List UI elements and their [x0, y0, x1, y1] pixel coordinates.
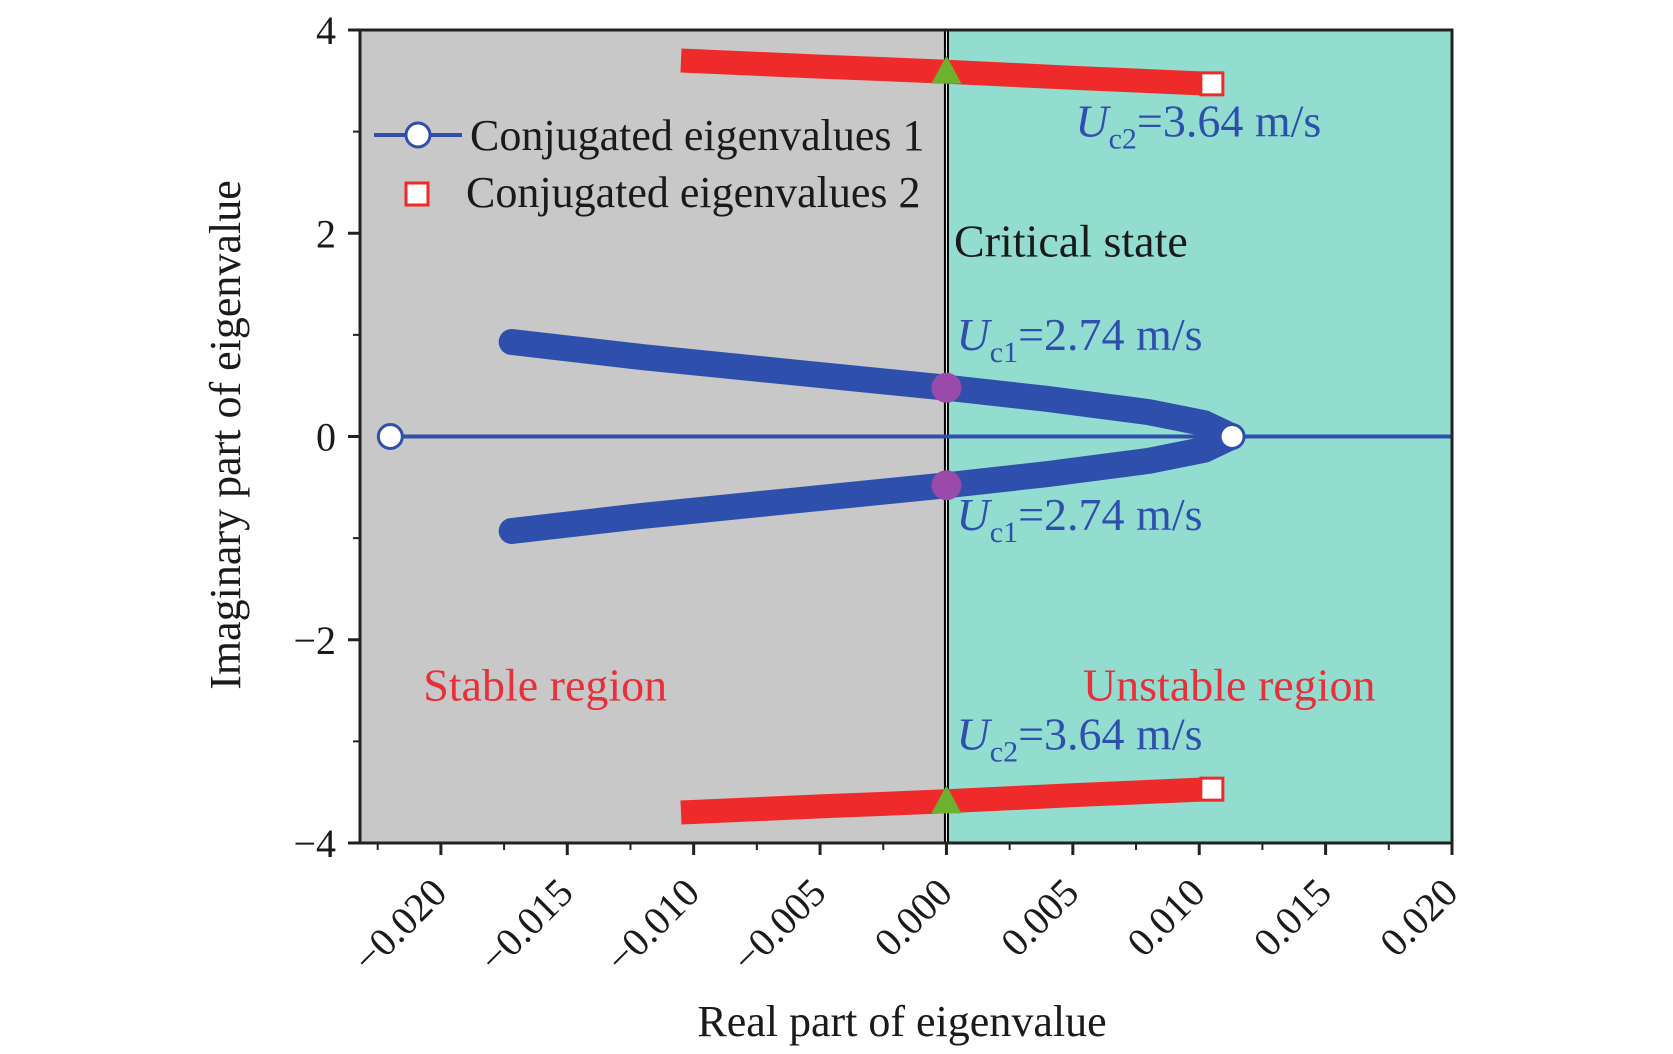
- series-2-marker-0: [1199, 71, 1225, 97]
- annotation-uc2-top-value: =3.64 m/s: [1137, 96, 1321, 147]
- series-1-marker-0: [376, 423, 404, 450]
- annotation-uc2-bottom-subscript: c2: [990, 736, 1018, 769]
- y-tick-label-4: 4: [316, 8, 336, 53]
- series-2-marker-1: [1199, 776, 1225, 802]
- series-1-branch-lower: [498, 423, 1246, 544]
- critical-point-triangle-1: [931, 785, 962, 814]
- annotation-uc2-top-subscript: c2: [1109, 123, 1137, 156]
- legend: Conjugated eigenvalues 1 Conjugated eige…: [374, 111, 925, 217]
- annotation-uc1-top: Uc1=2.74 m/s: [957, 309, 1203, 369]
- annotation-uc2-bottom: Uc2=3.64 m/s: [957, 709, 1203, 769]
- x-tick-label-5: 0.005: [992, 870, 1087, 965]
- annotation-uc1-bottom-symbol: U: [957, 489, 993, 540]
- critical-point-circle-2: [931, 372, 962, 403]
- legend-marker-series-1: [404, 121, 432, 149]
- critical-point-triangle-0: [931, 55, 962, 84]
- legend-label-series-1: Conjugated eigenvalues 1: [470, 111, 925, 160]
- y-tick-label-0: −4: [293, 821, 336, 866]
- annotation-uc2-top: Uc2=3.64 m/s: [1075, 96, 1321, 156]
- x-tick-label-6: 0.010: [1118, 870, 1213, 965]
- critical-layer: [931, 55, 962, 814]
- annotation-uc2-bottom-symbol: U: [957, 709, 993, 760]
- legend-marker-series-2: [404, 181, 430, 207]
- y-tick-label-2: 0: [316, 415, 336, 460]
- legend-label-series-2: Conjugated eigenvalues 2: [466, 168, 921, 217]
- annotation-uc2-top-symbol: U: [1075, 96, 1111, 147]
- x-tick-label-2: −0.010: [597, 870, 708, 981]
- x-tick-label-8: 0.020: [1371, 870, 1466, 965]
- annotation-stable-region: Stable region: [423, 660, 667, 711]
- y-tick-label-3: 2: [316, 211, 336, 256]
- series-1-marker-1: [1218, 423, 1246, 450]
- x-axis-title: Real part of eigenvalue: [697, 997, 1106, 1046]
- annotation-uc2-bottom-value: =3.64 m/s: [1018, 709, 1202, 760]
- critical-point-circle-3: [931, 470, 962, 501]
- annotation-critical-state: Critical state: [954, 216, 1188, 267]
- x-tick-label-1: −0.015: [470, 870, 581, 981]
- annotation-uc1-bottom-subscript: c1: [990, 516, 1018, 549]
- annotation-unstable-region: Unstable region: [1083, 660, 1376, 711]
- annotation-uc1-bottom-value: =2.74 m/s: [1018, 489, 1202, 540]
- y-tick-label-1: −2: [293, 618, 336, 663]
- annotation-uc1-bottom: Uc1=2.74 m/s: [957, 489, 1203, 549]
- annotation-uc1-top-value: =2.74 m/s: [1018, 309, 1202, 360]
- series-1-branch-upper: [498, 329, 1246, 450]
- y-axis-title: Imaginary part of eigenvalue: [201, 180, 250, 689]
- x-tick-label-4: 0.000: [865, 870, 960, 965]
- x-tick-label-0: −0.020: [344, 870, 455, 981]
- annotation-uc1-top-symbol: U: [957, 309, 993, 360]
- annotation-uc1-top-subscript: c1: [990, 336, 1018, 369]
- x-tick-label-7: 0.015: [1245, 870, 1340, 965]
- x-tick-label-3: −0.005: [723, 870, 834, 981]
